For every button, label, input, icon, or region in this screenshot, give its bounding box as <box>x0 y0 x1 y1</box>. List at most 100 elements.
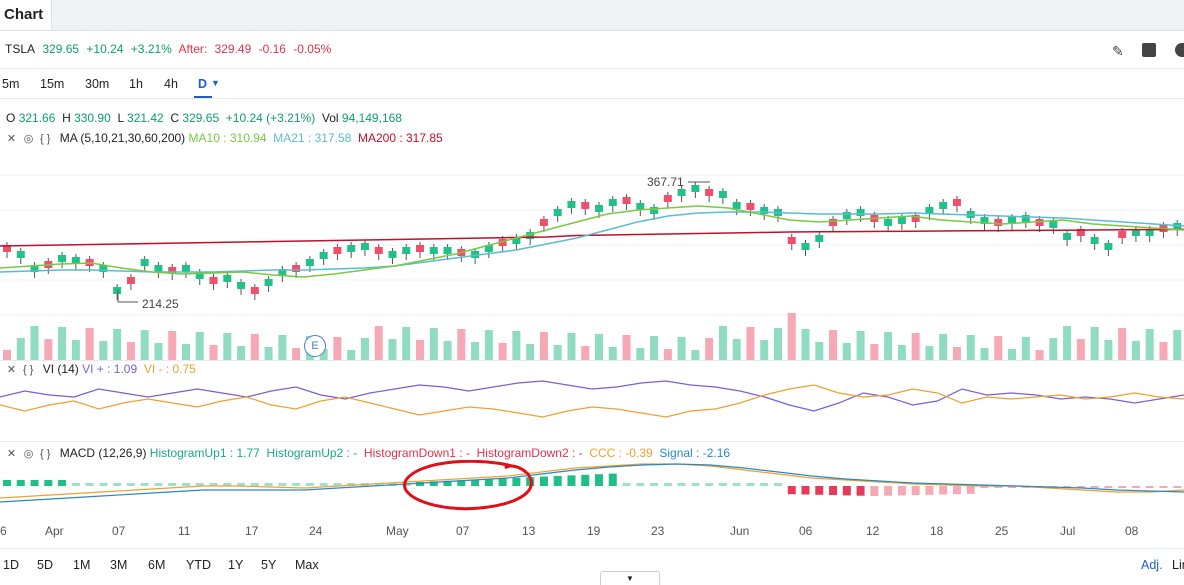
interval-15m[interactable]: 15m <box>40 77 65 91</box>
candle-body <box>746 203 755 210</box>
pencil-icon[interactable]: ✎ <box>1112 43 1124 59</box>
macd-histogram-bar <box>305 483 314 486</box>
volume-bar <box>292 348 301 360</box>
candle-body <box>168 267 177 274</box>
macd-histogram-bar <box>443 480 452 486</box>
price-chart[interactable] <box>0 150 1184 360</box>
candle-body <box>1104 243 1113 250</box>
interval-4h[interactable]: 4h <box>164 77 178 91</box>
volume-bar <box>58 327 67 360</box>
candle-body <box>994 219 1003 226</box>
close-icon[interactable]: ✕ <box>6 133 17 145</box>
interval-5m[interactable]: 5m <box>2 77 20 91</box>
histogram-down2-value: HistogramDown2 : - <box>476 446 583 460</box>
volume-bar <box>581 346 590 360</box>
volume-bar <box>1090 327 1099 360</box>
macd-histogram-bar <box>595 474 603 486</box>
interval-d[interactable]: D <box>198 77 208 91</box>
volume-bar <box>333 337 342 360</box>
candle-body <box>1035 219 1044 226</box>
close-icon[interactable]: ✕ <box>6 448 17 460</box>
volume-bar <box>223 333 232 360</box>
vi-minus-value: VI - : 0.75 <box>143 362 196 376</box>
macd-histogram-bar <box>856 486 865 496</box>
candle-body <box>333 247 342 254</box>
range-1d[interactable]: 1D <box>3 558 19 572</box>
macd-histogram-bar <box>1076 486 1085 488</box>
settings-icon[interactable] <box>1175 43 1184 57</box>
settings-braces-icon[interactable]: { } <box>23 364 34 376</box>
macd-histogram-bar <box>71 483 80 486</box>
macd-histogram-bar <box>484 479 493 486</box>
macd-histogram-bar <box>154 483 163 486</box>
settings-braces-icon[interactable]: { } <box>40 133 51 145</box>
candle-body <box>443 247 452 254</box>
candle-body <box>801 243 810 250</box>
collapse-chevron-icon[interactable]: ▼ <box>600 571 660 585</box>
eye-icon[interactable]: ◎ <box>23 133 34 145</box>
range-1m[interactable]: 1M <box>73 558 91 572</box>
eye-icon[interactable]: ◎ <box>23 448 34 460</box>
volume-bar <box>925 346 934 360</box>
volume-bar <box>1063 326 1072 360</box>
candle-body <box>278 269 287 276</box>
adjusted-toggle[interactable]: Adj. <box>1141 558 1163 572</box>
close-icon[interactable]: ✕ <box>6 364 17 376</box>
macd-histogram-bar <box>3 480 11 486</box>
settings-braces-icon[interactable]: { } <box>40 448 51 460</box>
tab-chart[interactable]: Chart <box>0 0 52 30</box>
volume-bar <box>1104 340 1113 360</box>
volume-bar <box>195 332 204 360</box>
interval-1h[interactable]: 1h <box>129 77 143 91</box>
chevron-down-icon[interactable]: ▼ <box>211 78 220 88</box>
interval-30m[interactable]: 30m <box>85 77 110 91</box>
candle-body <box>402 247 411 254</box>
volume-bar <box>99 341 108 360</box>
earnings-marker[interactable]: E <box>304 335 326 357</box>
volume-bar <box>471 342 480 360</box>
candle-body <box>553 209 562 216</box>
macd-histogram-bar <box>746 483 755 486</box>
volume-bar <box>154 343 163 360</box>
range-5d[interactable]: 5D <box>37 558 53 572</box>
volume-bar <box>787 313 796 360</box>
volume-bar <box>911 333 920 360</box>
chart-type-icon[interactable] <box>1142 43 1156 57</box>
macd-histogram-bar <box>870 486 879 496</box>
candle-body <box>360 243 369 250</box>
volume-bar <box>1131 341 1140 360</box>
range-3m[interactable]: 3M <box>110 558 128 572</box>
candle-body <box>1076 229 1085 236</box>
volume-bar <box>374 326 383 360</box>
range-max[interactable]: Max <box>295 558 319 572</box>
macd-histogram-bar <box>952 486 961 495</box>
signal-line <box>0 463 1184 503</box>
range-5y[interactable]: 5Y <box>261 558 277 572</box>
symbol[interactable]: TSLA <box>5 42 36 56</box>
macd-histogram-bar <box>1145 486 1154 488</box>
macd-histogram-bar <box>457 480 466 486</box>
macd-histogram-bar <box>168 483 177 486</box>
range-ytd[interactable]: YTD <box>186 558 211 572</box>
range-1y[interactable]: 1Y <box>228 558 244 572</box>
volume-bar <box>388 339 397 360</box>
candle-body <box>815 235 824 242</box>
volume-bar <box>498 343 507 360</box>
x-axis-label: Jul <box>1060 524 1076 538</box>
volume-bar <box>526 344 535 360</box>
candle-body <box>884 219 893 226</box>
candle-body <box>1008 217 1017 224</box>
macd-chart[interactable] <box>0 460 1184 520</box>
volume-bar <box>1008 349 1017 360</box>
divider <box>0 360 1184 361</box>
histogram-up1-value: HistogramUp1 : 1.77 <box>149 446 260 460</box>
range-6m[interactable]: 6M <box>148 558 166 572</box>
candle-body <box>374 247 383 254</box>
candle-body <box>939 202 948 209</box>
vi-chart[interactable] <box>0 375 1184 435</box>
volume-bar <box>1173 330 1182 360</box>
candle-body <box>829 219 838 226</box>
macd-histogram-bar <box>374 483 383 486</box>
linear-toggle[interactable]: Lin <box>1172 558 1184 572</box>
x-axis-label: 07 <box>112 524 126 538</box>
